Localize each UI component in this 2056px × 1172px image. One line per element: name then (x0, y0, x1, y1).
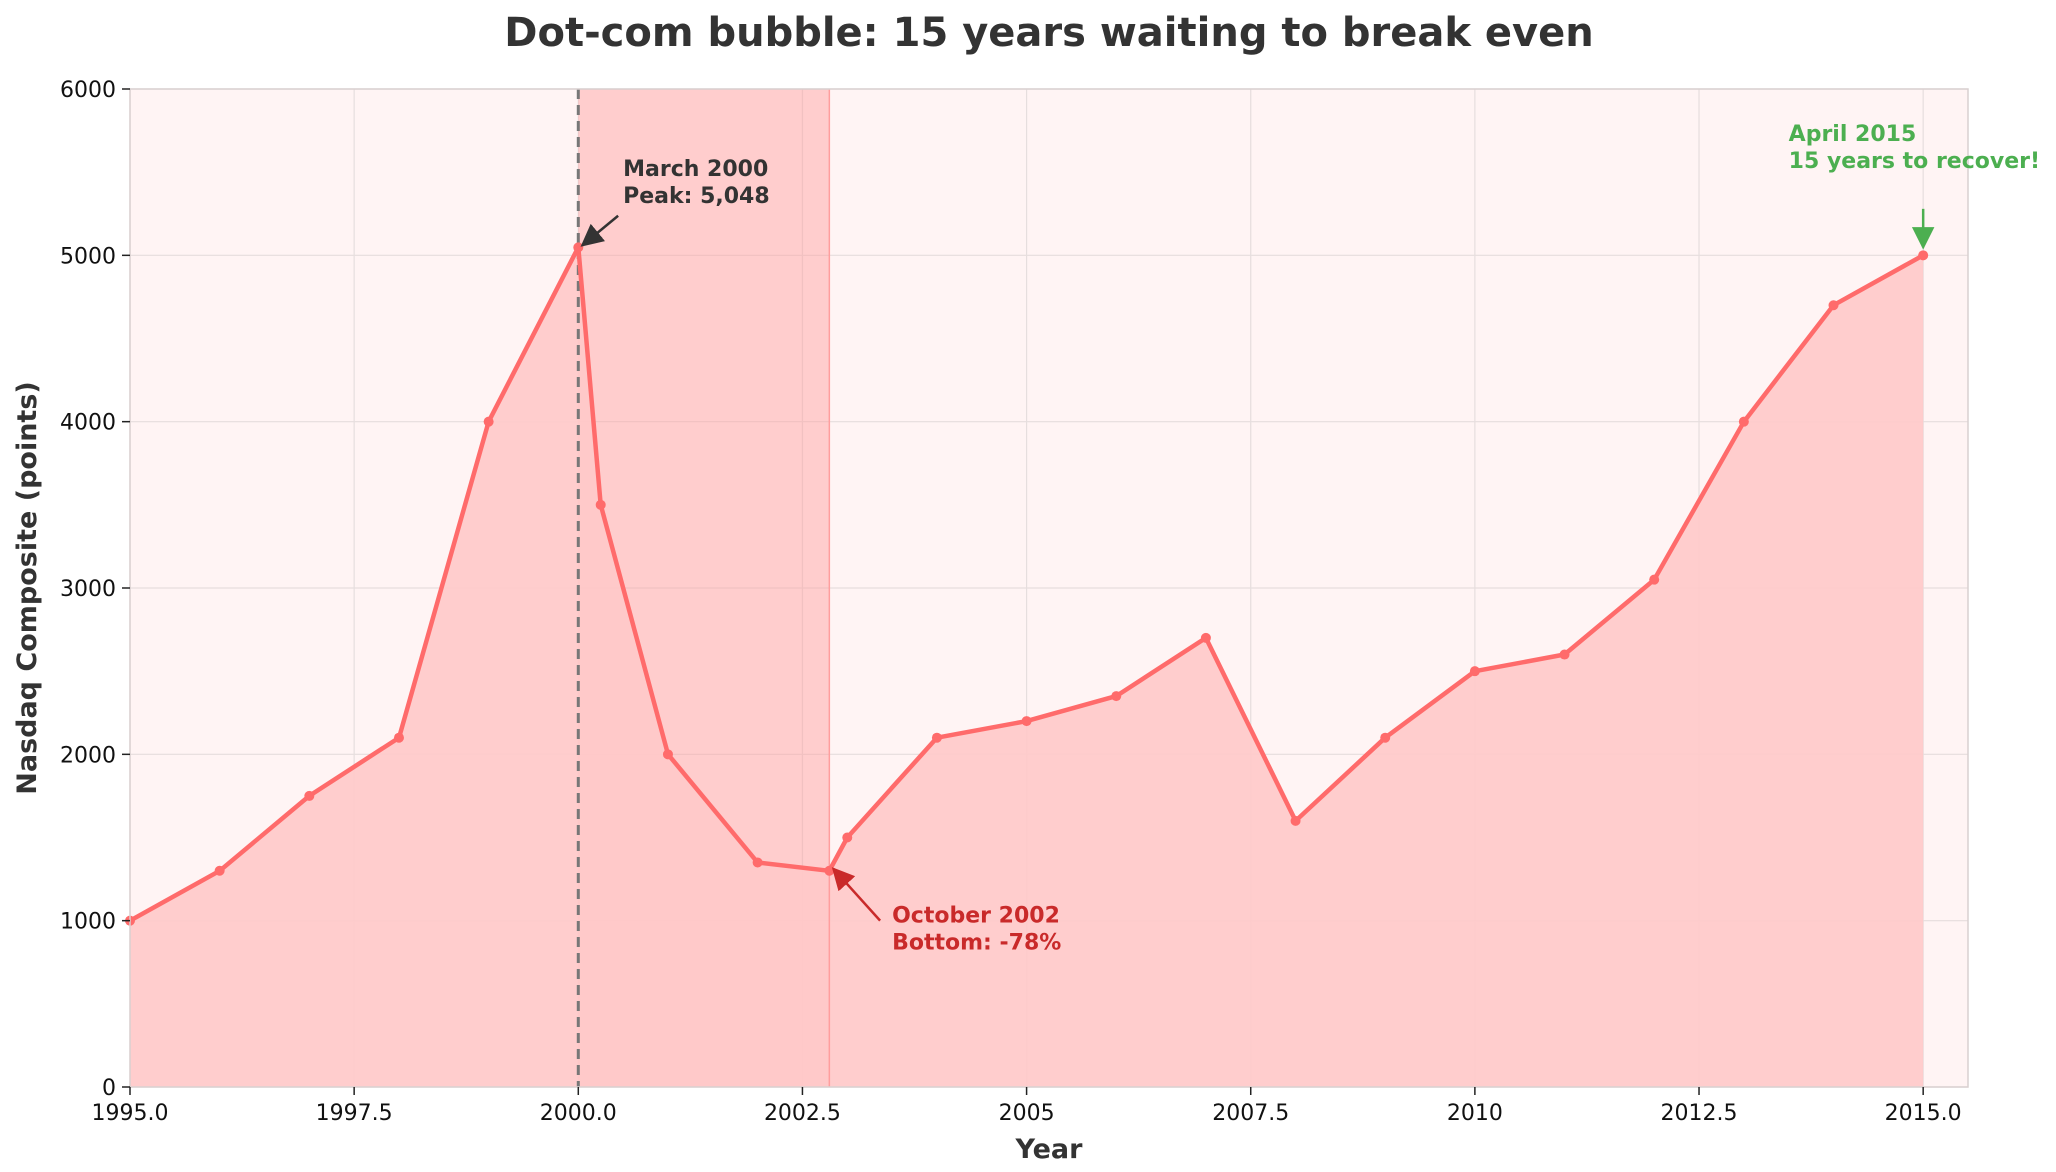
y-axis-label: Nasdaq Composite (points) (12, 381, 43, 795)
data-point (1469, 666, 1480, 677)
data-point (1021, 716, 1032, 727)
x-tick-label: 2007.5 (1212, 1101, 1289, 1126)
x-tick-label: 2012.5 (1661, 1101, 1738, 1126)
x-tick-label: 1995.0 (92, 1101, 169, 1126)
annotation-bottom: October 2002 Bottom: -78% (892, 904, 1061, 956)
annotation-arrow-bottom (831, 867, 882, 922)
x-tick-label: 2010 (1447, 1101, 1503, 1126)
y-tick-label: 6000 (60, 78, 116, 103)
annotation-arrow-peak (580, 214, 619, 247)
x-tick-label: 2015.0 (1885, 1101, 1962, 1126)
data-point (1738, 416, 1749, 427)
data-point (842, 832, 853, 843)
annotation-recovery: April 2015 15 years to recover! (1789, 122, 2040, 174)
y-tick-label: 3000 (60, 577, 116, 602)
data-point (304, 790, 315, 801)
data-point (1918, 250, 1929, 261)
data-point (824, 865, 835, 876)
data-point (573, 242, 584, 253)
y-tick-label: 1000 (60, 910, 116, 935)
data-point (595, 499, 606, 510)
y-tick-label: 2000 (60, 743, 116, 768)
y-axis: 0 1000 2000 3000 4000 5000 6000 (60, 78, 130, 1101)
data-point (1290, 815, 1301, 826)
y-tick-label: 0 (102, 1076, 116, 1101)
data-point (1380, 732, 1391, 743)
x-tick-label: 2000.0 (540, 1101, 617, 1126)
data-point (1828, 300, 1839, 311)
chart-title: Dot-com bubble: 15 years waiting to brea… (504, 10, 1593, 56)
data-point (931, 732, 942, 743)
data-points (125, 242, 1929, 926)
x-tick-label: 2005 (999, 1101, 1055, 1126)
data-point (1649, 574, 1660, 585)
annotations: March 2000 Peak: 5,048 October 2002 Bottom:… (580, 122, 2040, 956)
data-point (1559, 649, 1570, 660)
x-axis: 1995.0 1997.5 2000.0 2002.5 2005 2007.5 2010 20… (92, 1087, 1962, 1126)
data-point (752, 857, 763, 868)
data-point (1111, 691, 1122, 702)
data-point (483, 416, 494, 427)
x-tick-label: 1997.5 (316, 1101, 393, 1126)
x-tick-label: 2002.5 (764, 1101, 841, 1126)
y-tick-label: 4000 (60, 411, 116, 436)
data-point (662, 749, 673, 760)
data-point (393, 732, 404, 743)
y-tick-label: 5000 (60, 244, 116, 269)
data-point (214, 865, 225, 876)
annotation-peak: March 2000 Peak: 5,048 (623, 157, 770, 209)
data-point (1200, 632, 1211, 643)
x-axis-label: Year (1015, 1134, 1084, 1165)
